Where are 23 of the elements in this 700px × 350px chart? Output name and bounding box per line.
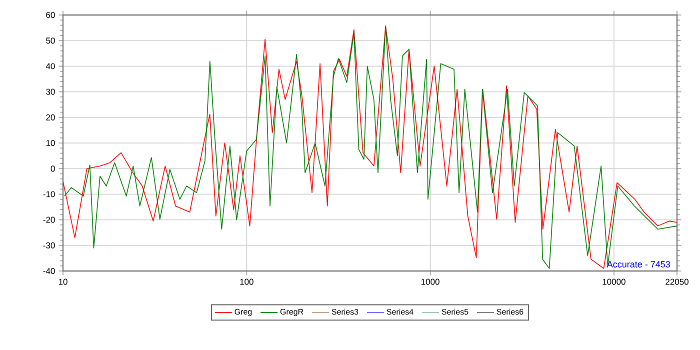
legend-label: Series4 bbox=[386, 308, 414, 315]
legend-label: Series5 bbox=[442, 308, 468, 315]
legend-label: Series3 bbox=[332, 308, 358, 315]
legend-label: GregR bbox=[280, 308, 304, 316]
legend-label: Series6 bbox=[496, 308, 524, 315]
y-tick-label: -20 bbox=[43, 216, 55, 223]
y-tick-label: 0 bbox=[50, 166, 55, 172]
x-tick-label: 100 bbox=[240, 278, 254, 285]
y-tick-label: 20 bbox=[46, 114, 55, 120]
y-tick-label: 50 bbox=[46, 38, 55, 44]
x-tick-label: 10 bbox=[58, 278, 68, 285]
annotation: Accurate - 7453 bbox=[606, 261, 670, 268]
y-tick-label: 40 bbox=[46, 63, 55, 70]
x-tick-label: 22050 bbox=[666, 278, 688, 285]
legend-label: Greg bbox=[234, 308, 252, 316]
y-tick-label: -10 bbox=[43, 191, 55, 198]
y-tick-label: -40 bbox=[43, 268, 55, 274]
y-tick-label: 60 bbox=[46, 12, 55, 18]
x-tick-label: 10000 bbox=[602, 278, 626, 285]
y-tick-label: 10 bbox=[46, 140, 55, 146]
y-tick-label: -30 bbox=[43, 242, 55, 248]
x-tick-label: 1000 bbox=[421, 278, 440, 285]
y-tick-label: 30 bbox=[46, 88, 55, 95]
